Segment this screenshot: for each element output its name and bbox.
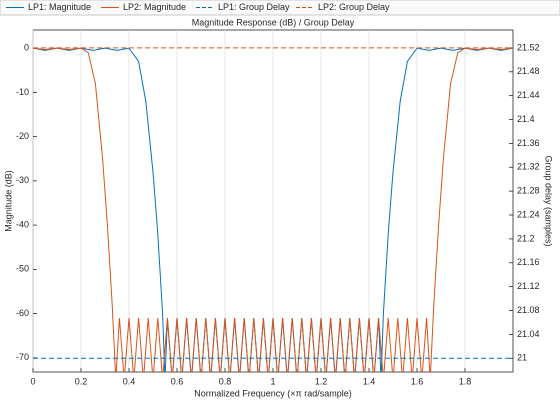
y2-tick-label: 21.16 (517, 257, 540, 267)
legend-label: LP2: Group Delay (318, 2, 390, 12)
y-tick-label: -10 (16, 87, 29, 97)
x-tick-label: 1.2 (315, 376, 328, 386)
x-tick-label: 1.6 (411, 376, 424, 386)
legend-label: LP2: Magnitude (123, 2, 186, 12)
x-tick-label: 0.6 (171, 376, 184, 386)
y2-tick-label: 21.32 (517, 162, 540, 172)
y2-tick-label: 21.04 (517, 329, 540, 339)
y-tick-label: -60 (16, 308, 29, 318)
y2-tick-label: 21.44 (517, 90, 540, 100)
x-tick-label: 1.4 (363, 376, 376, 386)
x-tick-label: 0.8 (219, 376, 232, 386)
y-tick-label: -30 (16, 175, 29, 185)
y-tick-label: -40 (16, 219, 29, 229)
y2-tick-label: 21.36 (517, 138, 540, 148)
x-tick-label: 0.2 (75, 376, 88, 386)
x-tick-label: 0 (30, 376, 35, 386)
legend-box (0, 0, 560, 16)
x-tick-label: 1.8 (459, 376, 472, 386)
y-tick-label: -50 (16, 264, 29, 274)
y2-tick-label: 21.08 (517, 305, 540, 315)
y2-axis-label: Group delay (samples) (544, 155, 554, 246)
y2-tick-label: 21.12 (517, 281, 540, 291)
legend-label: LP1: Group Delay (218, 2, 290, 12)
y-tick-label: -20 (16, 131, 29, 141)
x-axis-label: Normalized Frequency (×π rad/sample) (194, 388, 352, 398)
y-tick-label: 0 (24, 43, 29, 53)
plot-lines (33, 47, 513, 372)
y2-tick-label: 21.28 (517, 186, 540, 196)
y2-tick-label: 21 (517, 353, 527, 363)
y2-tick-label: 21.2 (517, 233, 535, 243)
series-line (33, 47, 513, 372)
y2-tick-label: 21.24 (517, 209, 540, 219)
y2-tick-label: 21.48 (517, 66, 540, 76)
x-tick-label: 0.4 (123, 376, 136, 386)
y-axis-label: Magnitude (dB) (3, 170, 13, 232)
legend-label: LP1: Magnitude (28, 2, 91, 12)
y2-tick-label: 21.4 (517, 114, 535, 124)
x-tick-label: 1 (270, 376, 275, 386)
y2-tick-label: 21.52 (517, 42, 540, 52)
y-tick-label: -70 (16, 352, 29, 362)
chart-title: Magnitude Response (dB) / Group Delay (192, 17, 355, 27)
